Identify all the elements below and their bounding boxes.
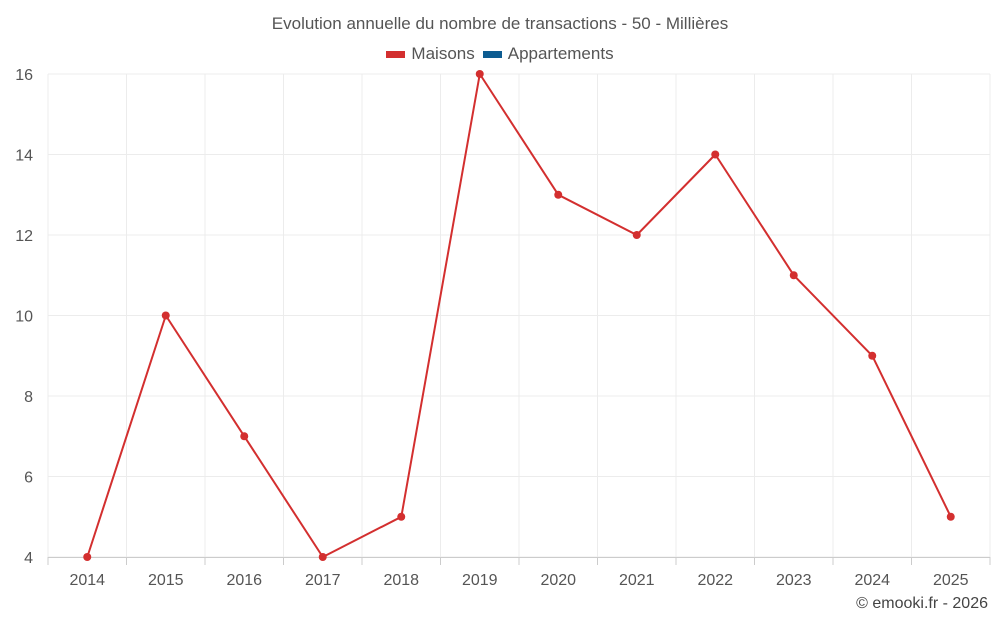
x-tick-label: 2017 xyxy=(305,572,341,589)
legend-item-appartements[interactable]: Appartements xyxy=(482,44,614,64)
x-tick-label: 2015 xyxy=(148,572,184,589)
x-tick-label: 2021 xyxy=(619,572,655,589)
data-point xyxy=(632,231,641,239)
x-tick-label: 2023 xyxy=(776,572,812,589)
legend-swatch-appartements xyxy=(482,50,502,58)
y-axis: 4 6 8 10 12 14 16 xyxy=(15,67,33,567)
data-point xyxy=(318,553,327,561)
x-tick-label: 2018 xyxy=(383,572,419,589)
legend-swatch-maisons xyxy=(386,50,406,58)
data-point xyxy=(397,512,406,521)
y-tick-label: 6 xyxy=(24,470,33,487)
data-point xyxy=(946,512,955,521)
data-point xyxy=(83,553,92,561)
series-line-maisons xyxy=(86,73,952,558)
data-point xyxy=(554,190,563,199)
y-tick-label: 4 xyxy=(24,550,33,567)
legend-label-appartements: Appartements xyxy=(507,44,614,63)
data-point xyxy=(789,271,798,280)
legend: Maisons Appartements xyxy=(0,44,1000,64)
y-tick-label: 12 xyxy=(15,228,33,245)
data-point xyxy=(475,70,484,78)
data-point xyxy=(161,311,170,320)
x-tick-label: 2025 xyxy=(933,572,969,589)
data-point xyxy=(711,150,720,159)
y-tick-label: 8 xyxy=(24,389,33,406)
x-tick-label: 2022 xyxy=(697,572,733,589)
x-axis: 2014 2015 2016 2017 2018 2019 2020 2021 2022 2023… xyxy=(47,557,991,589)
credits[interactable]: © emooki.fr - 2026 xyxy=(856,595,988,612)
data-point xyxy=(240,432,249,441)
x-tick-label: 2020 xyxy=(540,572,576,589)
data-point xyxy=(868,351,877,360)
x-tick-label: 2016 xyxy=(226,572,262,589)
x-tick-label: 2014 xyxy=(69,572,105,589)
chart-title: Evolution annuelle du nombre de transact… xyxy=(271,14,729,33)
grid-lines xyxy=(47,73,991,558)
legend-item-maisons[interactable]: Maisons xyxy=(386,44,475,64)
y-tick-label: 14 xyxy=(15,148,33,165)
x-tick-label: 2024 xyxy=(854,572,890,589)
x-tick-label: 2019 xyxy=(462,572,498,589)
y-tick-label: 10 xyxy=(15,309,33,326)
y-tick-label: 16 xyxy=(15,67,33,84)
series-layer xyxy=(83,70,955,561)
legend-label-maisons: Maisons xyxy=(411,44,475,63)
